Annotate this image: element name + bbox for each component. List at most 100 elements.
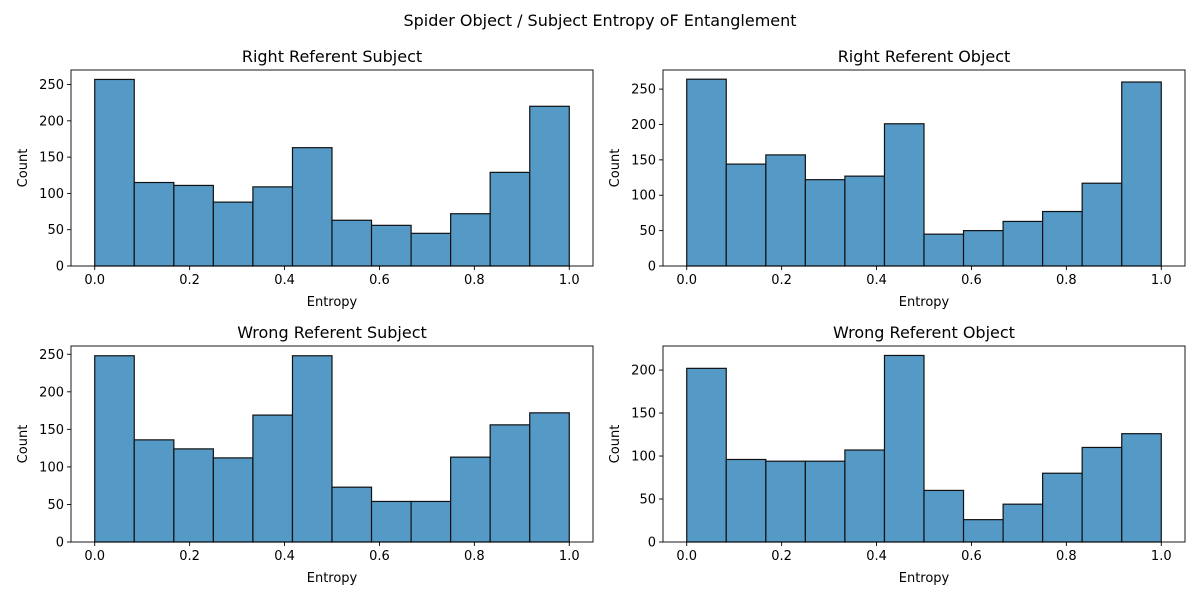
y-axis-label: Count <box>608 425 623 464</box>
histogram-bar <box>450 213 491 267</box>
histogram-panel: Right Referent Object 0.0 0.2 0.4 0.6 0.8 1.0 0… <box>608 47 1186 310</box>
panel-title: Right Referent Object <box>838 47 1011 66</box>
x-tick-label: 0.6 <box>961 273 982 288</box>
histogram-bar <box>489 171 531 267</box>
histogram-panel: Right Referent Subject 0.0 0.2 0.4 0.6 0.8 1.0… <box>16 47 594 310</box>
histogram-panel: Wrong Referent Subject 0.0 0.2 0.4 0.6 0.8 1.0… <box>16 323 594 586</box>
x-tick-label: 1.0 <box>1151 549 1172 564</box>
y-tick-label: 200 <box>39 385 64 400</box>
histogram-bar <box>686 367 727 543</box>
histogram-bar <box>291 147 333 267</box>
x-tick-label: 0.8 <box>464 549 485 564</box>
histogram-bar <box>883 123 925 267</box>
y-tick-label: 0 <box>648 536 656 551</box>
histogram-bar <box>133 181 175 267</box>
x-tick-label: 0.4 <box>866 273 887 288</box>
x-tick-label: 0.6 <box>369 273 390 288</box>
x-tick-label: 0.0 <box>84 549 105 564</box>
y-tick-label: 100 <box>39 187 64 202</box>
x-tick-label: 0.2 <box>771 549 792 564</box>
y-tick-label: 100 <box>631 450 656 465</box>
x-tick-label: 0.6 <box>369 549 390 564</box>
x-tick-label: 0.0 <box>676 273 697 288</box>
histogram-bar <box>529 105 570 267</box>
histogram-bar <box>173 184 214 267</box>
x-axis-label: Entropy <box>307 571 358 586</box>
y-tick-label: 200 <box>631 118 656 133</box>
histogram-bar <box>962 230 1004 267</box>
x-tick-label: 0.4 <box>274 273 295 288</box>
histogram-bar <box>725 458 767 543</box>
histogram-bar <box>923 233 965 267</box>
y-tick-label: 150 <box>631 407 656 422</box>
x-tick-label: 1.0 <box>559 549 580 564</box>
y-axis-label: Count <box>16 425 31 464</box>
x-tick-label: 0.2 <box>771 273 792 288</box>
y-tick-label: 50 <box>639 224 656 239</box>
y-tick-label: 150 <box>39 423 64 438</box>
histogram-bar <box>94 78 135 267</box>
y-tick-label: 200 <box>631 364 656 379</box>
histogram-bar <box>370 224 412 267</box>
histogram-bar <box>1042 472 1083 543</box>
histogram-bar <box>450 456 491 543</box>
histogram-bar <box>529 412 570 543</box>
y-tick-label: 50 <box>639 493 656 508</box>
histogram-bar <box>765 154 806 267</box>
histogram-bar <box>331 486 373 543</box>
y-tick-label: 100 <box>631 189 656 204</box>
histogram-bar <box>133 439 175 543</box>
histogram-bar <box>1042 210 1083 267</box>
histogram-bar <box>173 448 214 543</box>
y-tick-label: 150 <box>631 153 656 168</box>
x-tick-label: 0.2 <box>179 549 200 564</box>
histogram-bar <box>686 78 727 267</box>
histogram-bar <box>1002 503 1044 543</box>
y-tick-label: 0 <box>648 260 656 275</box>
histogram-bar <box>962 519 1004 543</box>
y-tick-label: 150 <box>39 151 64 166</box>
histogram-bar <box>331 219 373 267</box>
histogram-bar <box>1081 446 1123 543</box>
x-tick-label: 0.8 <box>1056 549 1077 564</box>
histogram-bar <box>1002 220 1044 267</box>
y-axis-label: Count <box>608 149 623 188</box>
y-tick-label: 0 <box>56 536 64 551</box>
histogram-panels: Right Referent Subject 0.0 0.2 0.4 0.6 0.8 1.0… <box>16 47 1186 586</box>
y-tick-label: 100 <box>39 460 64 475</box>
histogram-bar <box>765 460 806 543</box>
histogram-bar <box>725 163 767 267</box>
axes-frame <box>70 345 594 543</box>
histogram-bar <box>1081 182 1123 267</box>
x-tick-label: 0.8 <box>464 273 485 288</box>
histogram-bar <box>844 175 886 267</box>
histogram-bar <box>844 449 886 543</box>
histogram-bar <box>923 489 965 543</box>
histogram-bar <box>212 457 254 543</box>
y-tick-label: 250 <box>39 348 64 363</box>
histogram-bar <box>252 186 294 267</box>
histogram-bar <box>1121 433 1162 543</box>
histogram-bar <box>410 232 452 267</box>
x-tick-label: 1.0 <box>559 273 580 288</box>
x-tick-label: 0.6 <box>961 549 982 564</box>
histogram-bar <box>370 500 412 543</box>
axes-frame <box>662 345 1186 543</box>
x-axis-label: Entropy <box>307 295 358 310</box>
y-axis-label: Count <box>16 149 31 188</box>
panel-title: Wrong Referent Subject <box>237 323 427 342</box>
x-axis-label: Entropy <box>899 295 950 310</box>
histogram-bar <box>94 355 135 543</box>
histogram-panel: Wrong Referent Object 0.0 0.2 0.4 0.6 0.8 1.0 0… <box>608 323 1186 586</box>
histogram-bar <box>410 500 452 543</box>
x-tick-label: 0.4 <box>866 549 887 564</box>
y-tick-label: 200 <box>39 114 64 129</box>
histogram-bar <box>804 460 846 543</box>
x-tick-label: 0.0 <box>84 273 105 288</box>
panel-title: Wrong Referent Object <box>833 323 1015 342</box>
histogram-bar <box>489 424 531 543</box>
x-tick-label: 0.2 <box>179 273 200 288</box>
x-tick-label: 0.8 <box>1056 273 1077 288</box>
y-tick-label: 250 <box>631 83 656 98</box>
